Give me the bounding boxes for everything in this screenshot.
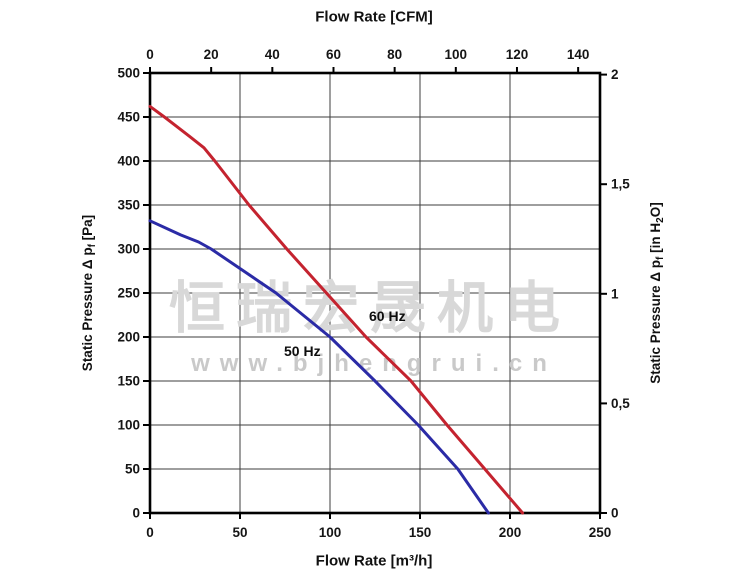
watermark-company-text: 恒瑞宏晟机电 [169, 276, 571, 340]
left-axis-title: Static Pressure Δ pf [Pa] [80, 215, 98, 371]
axis-title-text: [in H [648, 222, 663, 257]
left-tick-label: 250 [117, 286, 140, 301]
plot-frame [148, 71, 602, 515]
curve-50hz [148, 219, 490, 515]
left-tick-label: 300 [117, 242, 140, 257]
right-tick-label: 1,5 [611, 177, 630, 192]
left-tick-label: 0 [132, 506, 140, 521]
right-tick-label: 2 [611, 67, 619, 82]
series-label-50hz: 50 Hz [284, 343, 321, 359]
left-tick-label: 50 [125, 462, 140, 477]
series-label-60hz: 60 Hz [369, 308, 406, 324]
curve-60hz [148, 104, 525, 515]
bottom-tick-label: 200 [499, 525, 522, 540]
right-tick-label: 1 [611, 286, 619, 301]
left-tick-label: 400 [117, 154, 140, 169]
left-tick-label: 500 [117, 66, 140, 81]
top-tick-label: 120 [506, 47, 529, 62]
top-tick-label: 40 [265, 47, 280, 62]
top-tick-label: 140 [567, 47, 590, 62]
left-tick-label: 150 [117, 374, 140, 389]
plot-gridlines [150, 73, 600, 513]
right-tick-label: 0,5 [611, 396, 630, 411]
bottom-tick-label: 100 [319, 525, 342, 540]
right-tick-label: 0 [611, 506, 619, 521]
top-tick-label: 80 [387, 47, 402, 62]
axis-title-text: Static Pressure Δ p [80, 247, 95, 372]
bottom-tick-label: 250 [589, 525, 612, 540]
axis-title-subscript: 2 [655, 217, 666, 223]
top-tick-label: 20 [204, 47, 219, 62]
bottom-axis-title: Flow Rate [m³/h] [315, 552, 433, 570]
right-axis-title: Static Pressure Δ pf [in H2O] [648, 202, 666, 383]
watermark-website-text: www.bjhengrui.cn [191, 350, 557, 377]
axis-tick-labels: 0 50 100 150 200 2500501001502002503003504004… [117, 47, 630, 540]
left-tick-label: 200 [117, 330, 140, 345]
top-tick-label: 60 [326, 47, 341, 62]
bottom-tick-label: 0 [146, 525, 154, 540]
top-tick-label: 100 [445, 47, 468, 62]
bottom-tick-label: 50 [232, 525, 247, 540]
axis-title-subscript: f [655, 256, 666, 260]
axis-title-text: [Pa] [80, 214, 95, 245]
axis-title-subscript: f [87, 244, 98, 248]
axis-title-text: O] [648, 202, 663, 218]
left-tick-label: 450 [117, 110, 140, 125]
left-tick-label: 100 [117, 418, 140, 433]
bottom-tick-label: 150 [409, 525, 432, 540]
axis-title-text: Static Pressure Δ p [648, 259, 663, 384]
top-axis-title: Flow Rate [CFM] [315, 8, 433, 26]
top-tick-label: 0 [146, 47, 154, 62]
left-tick-label: 350 [117, 198, 140, 213]
